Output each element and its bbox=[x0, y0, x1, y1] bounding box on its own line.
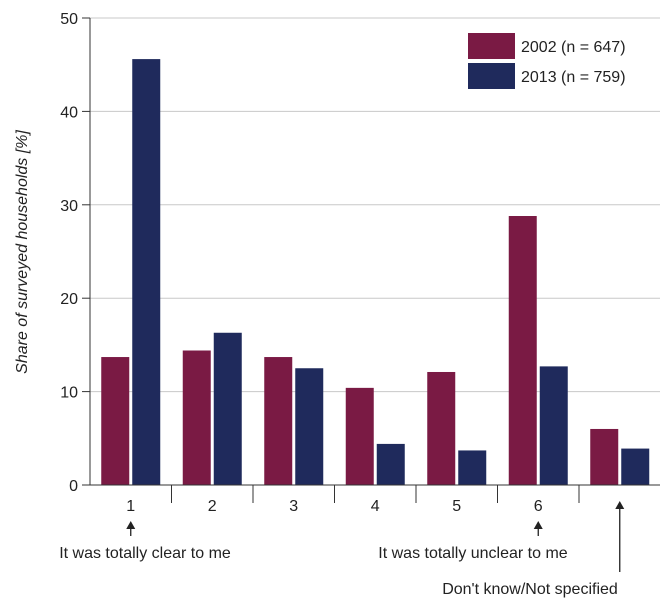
label-layer: 0 10 20 30 40 50 1 2 3 4 5 6 It was totally clear to… bbox=[59, 11, 625, 598]
legend-label-2013: 2013 (n = 759) bbox=[521, 69, 626, 86]
bar-2002-cat-3 bbox=[264, 357, 293, 485]
x-tick-label: 4 bbox=[371, 498, 380, 515]
annotation-label: Don't know/Not specified bbox=[442, 581, 618, 598]
bar-2013-cat-3 bbox=[295, 368, 324, 485]
axis-layer bbox=[82, 17, 660, 503]
bar-2002-cat-7 bbox=[590, 428, 619, 485]
x-tick-label: 5 bbox=[452, 498, 461, 515]
annotation-arrow-head bbox=[126, 521, 136, 529]
x-tick-label: 2 bbox=[208, 498, 217, 515]
y-tick-label: 30 bbox=[60, 198, 78, 215]
x-tick-label: 1 bbox=[126, 498, 135, 515]
bar-2002-cat-5 bbox=[427, 371, 456, 485]
y-tick-label: 40 bbox=[60, 104, 78, 121]
bar-2013-cat-4 bbox=[376, 443, 405, 485]
legend: 2002 (n = 647) 2013 (n = 759) bbox=[468, 33, 626, 89]
bar-2002-cat-6 bbox=[508, 216, 537, 485]
x-tick-label: 6 bbox=[534, 498, 543, 515]
bar-2013-cat-1 bbox=[132, 59, 161, 485]
bar-2002-cat-1 bbox=[101, 357, 130, 485]
bar-2002-cat-2 bbox=[182, 350, 211, 485]
legend-swatch-2013 bbox=[468, 63, 515, 89]
annotation-label: It was totally unclear to me bbox=[378, 545, 568, 562]
annotation-arrow-head bbox=[533, 521, 543, 529]
x-tick-label: 3 bbox=[289, 498, 298, 515]
y-axis-label: Share of surveyed households [%] bbox=[14, 130, 31, 374]
bar-2013-cat-5 bbox=[458, 450, 487, 485]
bar-2013-cat-7 bbox=[621, 448, 650, 485]
y-tick-label: 10 bbox=[60, 385, 78, 402]
bars-layer bbox=[101, 59, 650, 485]
annotation-arrow-head bbox=[615, 501, 625, 509]
legend-label-2002: 2002 (n = 647) bbox=[521, 39, 626, 56]
bar-2002-cat-4 bbox=[345, 387, 374, 485]
bar-2013-cat-6 bbox=[539, 366, 568, 485]
y-tick-label: 50 bbox=[60, 11, 78, 28]
legend-swatch-2002 bbox=[468, 33, 515, 59]
y-tick-label: 20 bbox=[60, 291, 78, 308]
annotation-label: It was totally clear to me bbox=[59, 545, 231, 562]
bar-2013-cat-2 bbox=[213, 332, 242, 485]
y-tick-label: 0 bbox=[69, 478, 78, 495]
